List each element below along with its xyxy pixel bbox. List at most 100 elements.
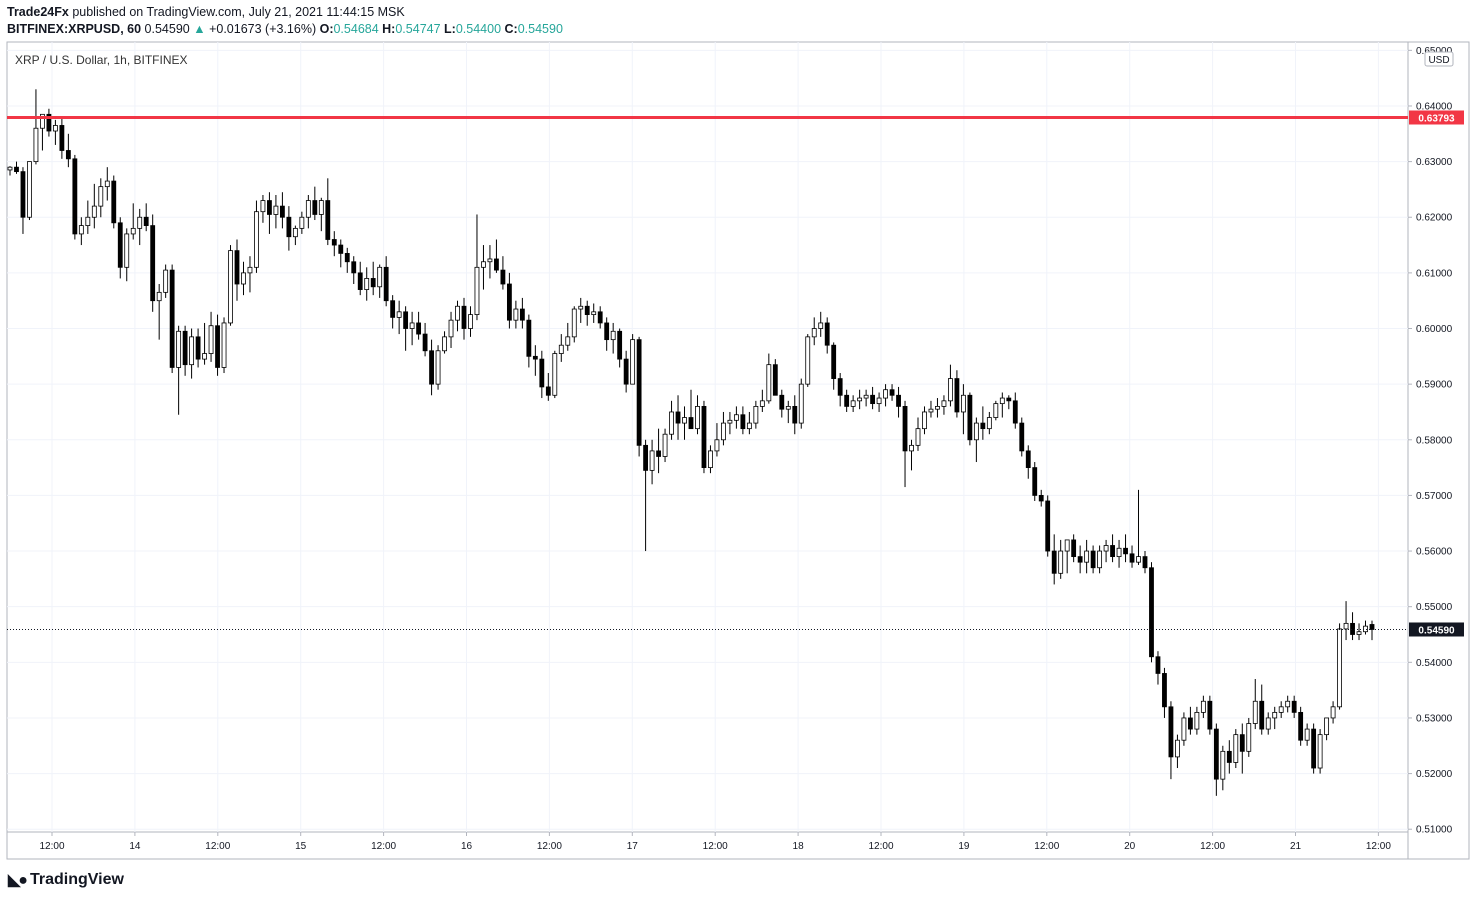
price-tick-label: 0.53000 [1416, 713, 1453, 724]
candle-up [1246, 723, 1252, 752]
candle-down [357, 272, 363, 290]
candle-up [409, 322, 415, 329]
candle-down [312, 200, 318, 215]
candle-down [1129, 553, 1135, 563]
time-tick-label: 12:00 [371, 841, 396, 852]
price-tick-label: 0.54000 [1416, 658, 1453, 669]
candle-down [1038, 495, 1044, 502]
candle-up [1194, 711, 1200, 730]
candle-up [228, 250, 233, 324]
candle-up [487, 258, 493, 263]
candle-up [682, 417, 687, 424]
candle-up [156, 291, 162, 302]
candle-down [506, 283, 512, 321]
candles [7, 89, 1375, 796]
candle-down [403, 311, 409, 329]
candle-down [286, 216, 292, 238]
candle-up [941, 400, 947, 407]
candle-up [247, 266, 253, 274]
candle-down [740, 414, 746, 430]
candle-up [1136, 556, 1141, 563]
candle-up [798, 383, 804, 424]
candle-down [279, 205, 285, 218]
candle-up [273, 205, 279, 215]
candle-down [675, 411, 681, 424]
candle-down [831, 344, 837, 379]
candle-down [967, 394, 973, 441]
candle-down [643, 444, 649, 471]
price-tick-label: 0.56000 [1416, 547, 1453, 558]
candle-up [91, 205, 97, 218]
candle-down [325, 200, 331, 240]
candle-up [993, 403, 999, 418]
candle-up [1252, 700, 1258, 724]
candle-down [889, 389, 895, 396]
price-tick-label: 0.64000 [1416, 101, 1453, 112]
candle-down [1168, 706, 1174, 758]
candle-up [377, 266, 383, 288]
candle-up [960, 394, 966, 413]
candle-up [481, 261, 486, 268]
candle-down [117, 222, 123, 268]
time-tick-label: 12:00 [1366, 841, 1391, 852]
candle-down [494, 258, 499, 271]
candle-down [429, 350, 434, 385]
candle-down [1226, 750, 1232, 763]
candle-up [1200, 700, 1206, 713]
candle-up [1363, 625, 1368, 633]
candle-down [422, 333, 428, 352]
tradingview-brand: TradingView [29, 871, 124, 888]
time-tick-label: 15 [295, 841, 307, 852]
candle-down [1162, 673, 1167, 708]
candle-down [779, 394, 785, 410]
candle-down [519, 308, 525, 321]
price-tick-label: 0.63000 [1416, 157, 1453, 168]
tradingview-logo[interactable]: ◣● TradingView [8, 870, 124, 890]
candle-up [124, 233, 130, 268]
candle-down [1019, 422, 1025, 452]
candle-down [267, 200, 272, 215]
candle-up [98, 186, 104, 207]
candle-down [1187, 717, 1193, 730]
price-tick-label: 0.61000 [1416, 268, 1453, 279]
candle-up [805, 336, 811, 385]
candle-down [1045, 500, 1051, 552]
candle-down [526, 319, 532, 357]
candle-down [1311, 728, 1317, 769]
symbol-info: BITFINEX:XRPUSD, 60 0.54590 ▲ +0.01673 (… [7, 22, 563, 36]
candle-up [455, 305, 460, 321]
time-tick-label: 16 [461, 841, 473, 852]
price-tick-label: 0.51000 [1416, 825, 1453, 836]
candle-up [33, 127, 39, 163]
candle-up [299, 216, 305, 229]
candle-down [902, 406, 908, 452]
candle-down [344, 253, 350, 263]
axes: 0.65000 0.64000 0.63000 0.62000 0.61000 0.600… [39, 46, 1452, 852]
candle-up [727, 419, 733, 424]
candle-down [792, 406, 798, 424]
candle-up [1356, 631, 1362, 635]
candle-up [221, 322, 227, 368]
candle-down [1259, 700, 1265, 730]
candle-down [461, 305, 467, 329]
candle-up [876, 397, 882, 405]
candle-up [1272, 711, 1278, 719]
candle-up [714, 439, 720, 452]
price-tick-label: 0.60000 [1416, 324, 1453, 335]
candle-up [662, 433, 668, 457]
candle-down [1051, 550, 1057, 574]
price-tick-label: 0.58000 [1416, 435, 1453, 446]
candle-down [1369, 624, 1375, 630]
time-tick-label: 20 [1124, 841, 1136, 852]
candle-up [1058, 550, 1064, 574]
candle-up [948, 378, 953, 402]
currency-badge-box[interactable] [1424, 51, 1454, 67]
candle-down [1142, 556, 1148, 569]
candle-up [52, 125, 58, 132]
candle-down [1149, 567, 1154, 658]
candle-up [254, 211, 259, 268]
candle-up [1084, 550, 1090, 563]
candle-down [1071, 539, 1077, 558]
